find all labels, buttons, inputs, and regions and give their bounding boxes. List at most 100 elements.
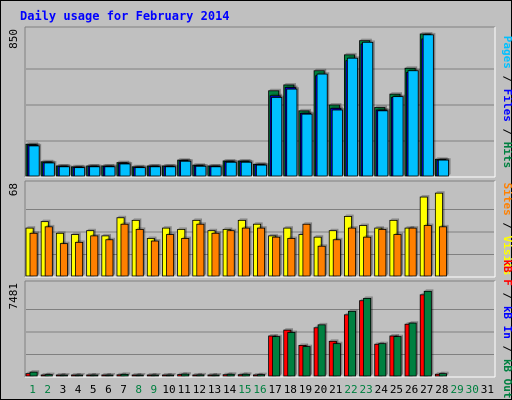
bar-kbytes-kb-out-top <box>409 321 419 324</box>
bar-hits-pages-top <box>195 164 208 167</box>
bar-hits-pages <box>422 34 434 177</box>
bar-kbytes-kb-out-side <box>203 372 206 376</box>
bar-hits-hits-top <box>359 38 372 41</box>
bar-visits-sites-side <box>340 237 343 276</box>
bar-hits-pages <box>165 166 177 177</box>
bar-hits-pages-top <box>59 164 72 167</box>
bar-kbytes-kb-out <box>302 346 311 377</box>
bar-hits-hits-top <box>329 103 342 105</box>
bar-hits-hits-top <box>389 92 403 95</box>
bar-kbytes-kb-out-side <box>219 373 222 376</box>
bar-kbytes-kb-out-top <box>272 334 282 337</box>
bar-visits-visits-top <box>86 228 96 231</box>
bar-visits-visits-top <box>344 214 354 217</box>
bar-visits-visits-top <box>116 215 127 218</box>
bar-kbytes-kb-out <box>196 374 205 377</box>
bar-visits-sites-side <box>234 228 237 276</box>
bar-visits-sites-side <box>355 226 358 276</box>
bar-hits-hits-top <box>86 163 99 166</box>
bar-hits-files-top <box>194 163 207 166</box>
bar-visits-sites <box>347 227 356 277</box>
bar-hits-pages <box>256 164 267 177</box>
x-tick-label: 24 <box>375 383 389 396</box>
x-tick-label: 16 <box>253 383 266 396</box>
bar-visits-sites-top <box>272 235 282 238</box>
bar-visits-visits-top <box>253 222 263 225</box>
bar-hits-pages-side <box>236 160 239 176</box>
bar-hits-pages-top <box>29 143 42 146</box>
bar-kbytes-kb-f-top <box>283 328 293 331</box>
bar-hits-pages-side <box>84 165 87 176</box>
bar-hits-pages-top <box>135 165 148 168</box>
bar-visits-visits-top <box>147 236 157 239</box>
bar-kbytes-kb-out-top <box>45 372 55 375</box>
bar-visits-visits-top <box>26 226 36 229</box>
bar-kbytes-kb-out-top <box>30 370 40 373</box>
x-tick-label: 19 <box>299 383 312 396</box>
bar-kbytes-kb-out <box>105 374 114 377</box>
x-tick-label: 28 <box>435 383 448 396</box>
bar-kbytes-kb-out-side <box>401 334 404 376</box>
ymax-label-visits: 68 <box>7 183 20 196</box>
x-tick-label: 6 <box>105 383 112 396</box>
bar-visits-sites-side <box>446 224 449 276</box>
bar-kbytes-kb-out-side <box>173 373 176 376</box>
bar-hits-pages <box>346 57 358 177</box>
bar-kbytes-kb-out <box>135 374 144 377</box>
bar-hits-files-top <box>239 159 252 162</box>
bar-visits-visits-top <box>359 223 369 226</box>
bar-hits-pages-top <box>317 72 330 75</box>
bar-visits-sites-side <box>431 223 434 276</box>
bar-visits-sites-side <box>188 236 191 276</box>
bar-hits-hits-top <box>26 142 39 145</box>
bar-hits-pages-top <box>286 87 299 90</box>
bar-visits-visits-top <box>405 226 415 229</box>
bar-hits-pages-top <box>74 165 87 168</box>
bar-kbytes-kb-out-top <box>105 373 115 375</box>
bar-hits-pages-side <box>190 159 193 176</box>
bar-visits-sites <box>166 234 175 277</box>
bar-hits-pages <box>104 166 116 177</box>
bar-kbytes-kb-out-top <box>257 372 267 375</box>
x-tick-label: 13 <box>208 383 221 396</box>
bar-visits-sites-top <box>333 237 343 240</box>
bar-visits-sites-side <box>249 226 252 276</box>
bar-visits-sites-top <box>75 240 85 243</box>
bar-visits-visits-top <box>41 219 51 222</box>
bar-kbytes-kb-out <box>150 374 159 377</box>
bar-kbytes-kb-out-top <box>363 296 373 299</box>
bar-hits-files-top <box>270 93 283 96</box>
bar-visits-sites-top <box>60 241 70 244</box>
bar-kbytes-kb-out <box>408 322 417 377</box>
bar-kbytes-kb-out-top <box>60 373 70 375</box>
bar-visits-sites-side <box>143 227 146 276</box>
bar-hits-hits-top <box>268 88 281 91</box>
bar-visits-sites-side <box>173 232 176 276</box>
bar-kbytes-kb-out <box>59 374 68 377</box>
bar-kbytes-kb-f-top <box>207 373 218 375</box>
bar-hits-pages-side <box>175 164 178 176</box>
bar-kbytes-kb-out-side <box>370 296 373 376</box>
bar-hits-pages-side <box>418 68 421 176</box>
bar-visits-sites-top <box>302 222 313 225</box>
bar-kbytes-kb-out <box>332 343 341 377</box>
bar-visits-sites-top <box>90 233 100 236</box>
legend-part: / <box>501 216 512 236</box>
bar-visits-visits-top <box>268 233 278 236</box>
bar-visits-sites-side <box>401 232 404 276</box>
bar-kbytes-kb-out-top <box>196 372 206 375</box>
bar-hits-pages-side <box>327 72 330 176</box>
bar-hits-pages-top <box>423 32 436 35</box>
bar-kbytes-kb-out-side <box>188 372 191 376</box>
bar-hits-hits-top <box>238 158 251 161</box>
bar-kbytes-kb-f-top <box>132 373 142 375</box>
x-tick-label: 20 <box>314 383 327 396</box>
x-tick-label: 5 <box>90 383 97 396</box>
bar-hits-pages-side <box>387 108 390 176</box>
bar-visits-sites <box>75 241 84 277</box>
bar-hits-pages-top <box>150 164 163 167</box>
bar-hits-hits-top <box>435 157 448 160</box>
bar-visits-sites-side <box>370 235 373 276</box>
bar-visits-sites <box>257 227 265 277</box>
